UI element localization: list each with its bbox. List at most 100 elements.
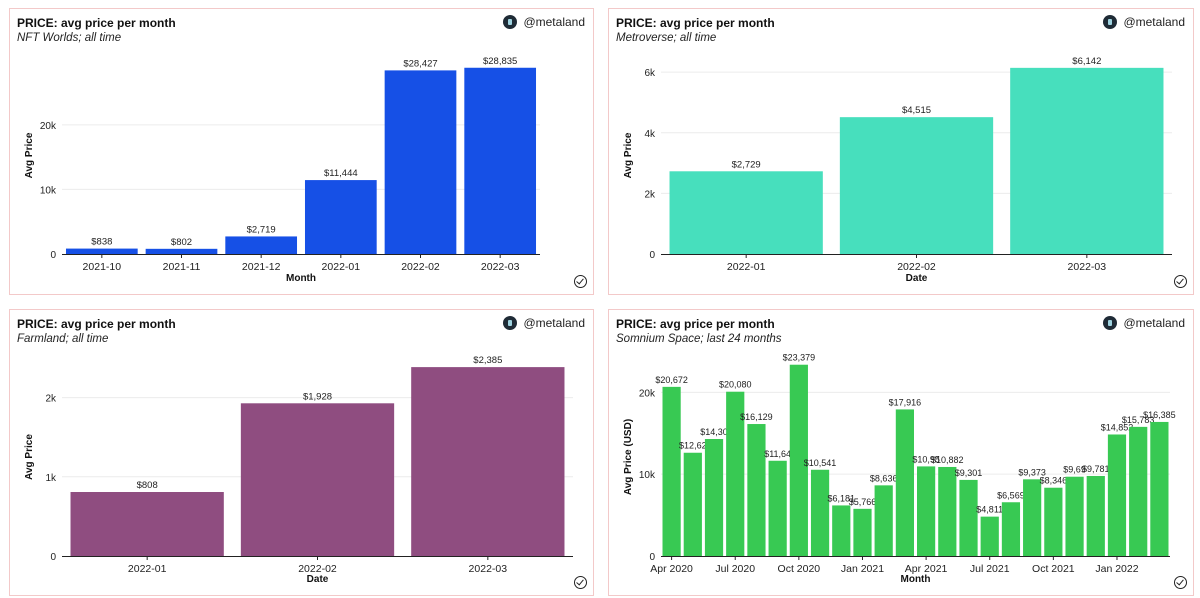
y-tick-label: 2k xyxy=(644,189,656,200)
bar-chart: 0 10k 20k $838 $802 $2,719 $11,444 $28,427 $28,8… xyxy=(24,56,540,284)
bar xyxy=(304,180,377,254)
x-tick-label: Jul 2020 xyxy=(715,563,755,575)
panel-subtitle: Farmland; all time xyxy=(17,333,109,345)
x-axis-title: Month xyxy=(286,273,316,284)
bar xyxy=(768,460,787,556)
panel-title: PRICE: avg price per month xyxy=(17,317,176,331)
data-label: $14,30 xyxy=(700,427,728,437)
bar xyxy=(917,466,936,556)
x-tick-label: Oct 2020 xyxy=(778,563,821,575)
bar xyxy=(832,505,851,556)
bar xyxy=(225,236,298,254)
data-label: $6,181 xyxy=(828,493,856,503)
bar xyxy=(1107,434,1127,556)
y-tick-label: 6k xyxy=(644,68,656,79)
data-label: $11,444 xyxy=(324,168,358,179)
bar-chart: 0 1k 2k $808 $1,928 $2,385 2022-01 2022-02 2022-… xyxy=(24,355,573,585)
x-tick-label: 2022-03 xyxy=(481,261,520,273)
bar xyxy=(1086,475,1105,556)
check-circle-icon[interactable] xyxy=(574,275,587,288)
bar xyxy=(1065,476,1084,556)
bar xyxy=(70,492,224,556)
bar xyxy=(662,386,681,556)
bar-chart: 0 10k 20k $20,672 $12,62 $14,30 $20,080 $16,129… xyxy=(623,353,1176,585)
x-tick-label: 2022-03 xyxy=(1068,261,1107,273)
bar xyxy=(747,424,766,556)
bar-chart: 0 2k 4k 6k $2,729 $4,515 $6,142 2022-01 2022-02 2… xyxy=(623,56,1172,284)
data-label: $11,64 xyxy=(764,449,791,459)
x-tick-label: Apr 2021 xyxy=(905,563,948,575)
data-label: $9,69 xyxy=(1063,465,1086,475)
bar xyxy=(1001,502,1021,556)
data-label: $1,928 xyxy=(303,391,332,402)
x-tick-label: Jan 2022 xyxy=(1095,563,1138,575)
data-label: $20,080 xyxy=(719,380,752,390)
y-tick-label: 20k xyxy=(639,388,656,399)
check-circle-icon[interactable] xyxy=(1174,576,1187,589)
bar xyxy=(1044,487,1063,556)
data-label: $10,882 xyxy=(931,455,964,465)
panel-subtitle: Metroverse; all time xyxy=(616,32,717,44)
data-label: $8,346 xyxy=(1040,476,1068,486)
attribution-label: @metaland xyxy=(523,15,585,29)
bar xyxy=(464,67,537,254)
data-label: $4,811 xyxy=(976,505,1003,515)
x-tick-label: 2022-01 xyxy=(727,261,766,273)
x-tick-label: 2022-03 xyxy=(469,563,508,575)
x-tick-label: Oct 2021 xyxy=(1032,563,1075,575)
panel-nft-worlds: PRICE: avg price per month NFT Worlds; a… xyxy=(9,8,594,295)
panel-subtitle: Somnium Space; last 24 months xyxy=(616,333,782,345)
data-label: $10,541 xyxy=(804,458,837,468)
bar xyxy=(411,367,565,556)
data-label: $9,373 xyxy=(1018,467,1046,477)
attribution-label: @metaland xyxy=(523,316,585,330)
bar xyxy=(726,391,745,556)
y-axis-title: Avg Price xyxy=(24,132,35,178)
bar xyxy=(1010,67,1164,254)
check-circle-icon[interactable] xyxy=(1174,275,1187,288)
attribution[interactable]: @metaland xyxy=(1103,316,1185,330)
data-label: $16,129 xyxy=(740,412,773,422)
avatar-icon xyxy=(1103,15,1118,29)
data-label: $28,835 xyxy=(483,56,517,67)
y-axis-title: Avg Price (USD) xyxy=(623,419,634,495)
x-tick-label: 2022-02 xyxy=(298,563,337,575)
bar xyxy=(980,516,999,556)
x-tick-label: 2021-10 xyxy=(83,261,122,273)
x-tick-label: Apr 2020 xyxy=(650,563,693,575)
data-label: $4,515 xyxy=(902,105,931,116)
bar xyxy=(240,403,395,556)
bar xyxy=(683,452,702,556)
bar xyxy=(895,409,914,556)
attribution-label: @metaland xyxy=(1123,316,1185,330)
data-label: $17,916 xyxy=(889,397,922,407)
check-circle-icon[interactable] xyxy=(574,576,587,589)
data-label: $2,719 xyxy=(247,224,276,235)
data-label: $23,379 xyxy=(783,353,816,363)
y-tick-label: 10k xyxy=(639,470,656,481)
attribution[interactable]: @metaland xyxy=(1103,15,1185,29)
bar xyxy=(1150,421,1169,556)
data-label: $808 xyxy=(137,480,158,491)
bar xyxy=(65,248,138,254)
bar xyxy=(704,439,724,556)
data-label: $16,385 xyxy=(1143,410,1176,420)
attribution-label: @metaland xyxy=(1123,15,1185,29)
avatar-icon xyxy=(503,15,518,29)
panel-title: PRICE: avg price per month xyxy=(17,16,176,30)
bar xyxy=(839,117,994,254)
x-tick-label: 2021-12 xyxy=(242,261,281,273)
x-axis-title: Date xyxy=(906,273,928,284)
data-label: $2,385 xyxy=(473,355,502,366)
attribution[interactable]: @metaland xyxy=(503,15,585,29)
data-label: $10,95 xyxy=(912,454,940,464)
bar xyxy=(938,466,957,556)
bar xyxy=(384,70,457,254)
attribution[interactable]: @metaland xyxy=(503,316,585,330)
panel-title: PRICE: avg price per month xyxy=(616,16,775,30)
x-tick-label: 2021-11 xyxy=(163,261,201,273)
data-label: $802 xyxy=(171,237,192,248)
x-tick-label: 2022-02 xyxy=(401,261,440,273)
data-label: $12,62 xyxy=(679,441,707,451)
x-axis-title: Date xyxy=(307,574,329,585)
